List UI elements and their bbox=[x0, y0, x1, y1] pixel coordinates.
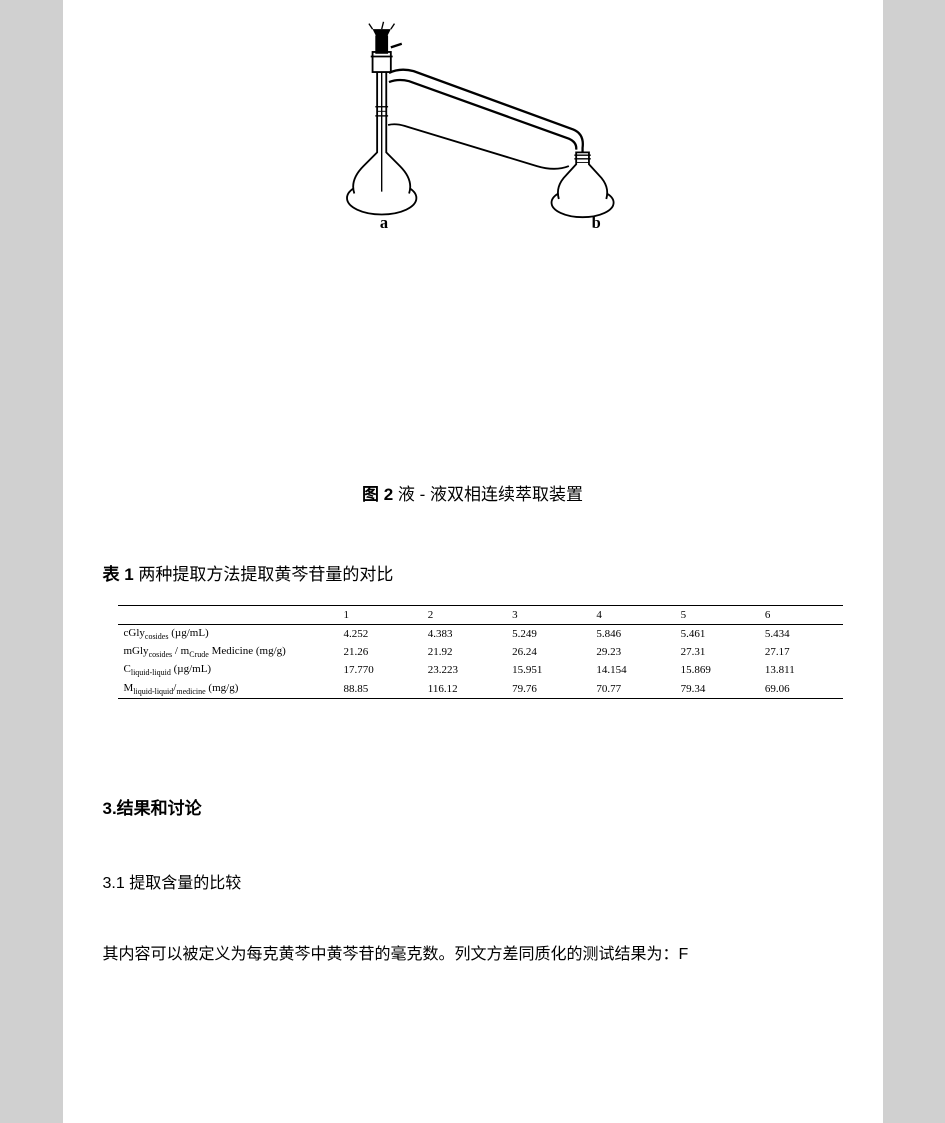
table-cell: 21.26 bbox=[338, 643, 422, 661]
table-row: mGlycosides / mCrude Medicine (mg/g)21.2… bbox=[118, 643, 843, 661]
table-cell: 15.951 bbox=[506, 661, 590, 679]
connecting-tubes bbox=[388, 70, 583, 169]
table-cell: 69.06 bbox=[759, 680, 843, 699]
table-cell: 79.34 bbox=[675, 680, 759, 699]
table-cell: 14.154 bbox=[590, 661, 674, 679]
flask-label-b: b bbox=[591, 213, 600, 230]
table-row: Cliquid-liquid (µg/mL)17.77023.22315.951… bbox=[118, 661, 843, 679]
table-row-label: Mliquid-liquid/medicine (mg/g) bbox=[118, 680, 338, 699]
flask-label-a: a bbox=[379, 213, 387, 230]
figure-2-area: a b bbox=[63, 0, 883, 270]
table-cell: 5.846 bbox=[590, 625, 674, 644]
table-head: 123456 bbox=[118, 606, 843, 625]
table-cell: 88.85 bbox=[338, 680, 422, 699]
table-caption-prefix: 表 1 bbox=[103, 565, 134, 584]
table-cell: 4.383 bbox=[422, 625, 506, 644]
table-cell: 70.77 bbox=[590, 680, 674, 699]
table-cell: 29.23 bbox=[590, 643, 674, 661]
table-row-label: Cliquid-liquid (µg/mL) bbox=[118, 661, 338, 679]
table-caption: 表 1 两种提取方法提取黄芩苷量的对比 bbox=[103, 560, 883, 585]
table-cell: 5.434 bbox=[759, 625, 843, 644]
table-row-label: mGlycosides / mCrude Medicine (mg/g) bbox=[118, 643, 338, 661]
table-cell: 21.92 bbox=[422, 643, 506, 661]
figure-caption: 图 2 液 - 液双相连续萃取装置 bbox=[63, 480, 883, 505]
figure-caption-text: 液 - 液双相连续萃取装置 bbox=[398, 485, 583, 504]
subsection-heading: 3.1 提取含量的比较 bbox=[103, 869, 883, 893]
table-header-cell: 2 bbox=[422, 606, 506, 625]
table-header-row: 123456 bbox=[118, 606, 843, 625]
table-row-label: cGlycosides (µg/mL) bbox=[118, 625, 338, 644]
table-caption-text: 两种提取方法提取黄芩苷量的对比 bbox=[138, 565, 393, 584]
table-header-cell: 6 bbox=[759, 606, 843, 625]
figure-caption-prefix: 图 2 bbox=[362, 485, 393, 504]
flask-a bbox=[347, 22, 416, 215]
comparison-table: 123456 cGlycosides (µg/mL)4.2524.3835.24… bbox=[118, 605, 843, 699]
table-header-cell: 3 bbox=[506, 606, 590, 625]
table-cell: 15.869 bbox=[675, 661, 759, 679]
table-cell: 5.249 bbox=[506, 625, 590, 644]
table-header-cell: 1 bbox=[338, 606, 422, 625]
body-paragraph: 其内容可以被定义为每克黄芩中黄芩苷的毫克数。列文方差同质化的测试结果为：F bbox=[103, 943, 843, 967]
flask-b bbox=[551, 152, 613, 217]
table-cell: 13.811 bbox=[759, 661, 843, 679]
table-header-cell: 4 bbox=[590, 606, 674, 625]
table-cell: 26.24 bbox=[506, 643, 590, 661]
table-row: cGlycosides (µg/mL)4.2524.3835.2495.8465… bbox=[118, 625, 843, 644]
table-cell: 5.461 bbox=[675, 625, 759, 644]
table-cell: 79.76 bbox=[506, 680, 590, 699]
table-cell: 17.770 bbox=[338, 661, 422, 679]
table-row: Mliquid-liquid/medicine (mg/g)88.85116.1… bbox=[118, 680, 843, 699]
table-wrapper: 123456 cGlycosides (µg/mL)4.2524.3835.24… bbox=[118, 605, 843, 699]
table-cell: 27.31 bbox=[675, 643, 759, 661]
table-cell: 116.12 bbox=[422, 680, 506, 699]
table-header-cell bbox=[118, 606, 338, 625]
table-cell: 27.17 bbox=[759, 643, 843, 661]
extraction-apparatus-diagram: a b bbox=[293, 0, 653, 230]
table-body: cGlycosides (µg/mL)4.2524.3835.2495.8465… bbox=[118, 625, 843, 699]
section-heading: 3.结果和讨论 bbox=[103, 794, 883, 819]
table-cell: 4.252 bbox=[338, 625, 422, 644]
document-page: a b 图 2 液 - 液双相连续萃取装置 表 1 两种提取方法提取黄芩苷量的对… bbox=[63, 0, 883, 1123]
table-cell: 23.223 bbox=[422, 661, 506, 679]
table-header-cell: 5 bbox=[675, 606, 759, 625]
